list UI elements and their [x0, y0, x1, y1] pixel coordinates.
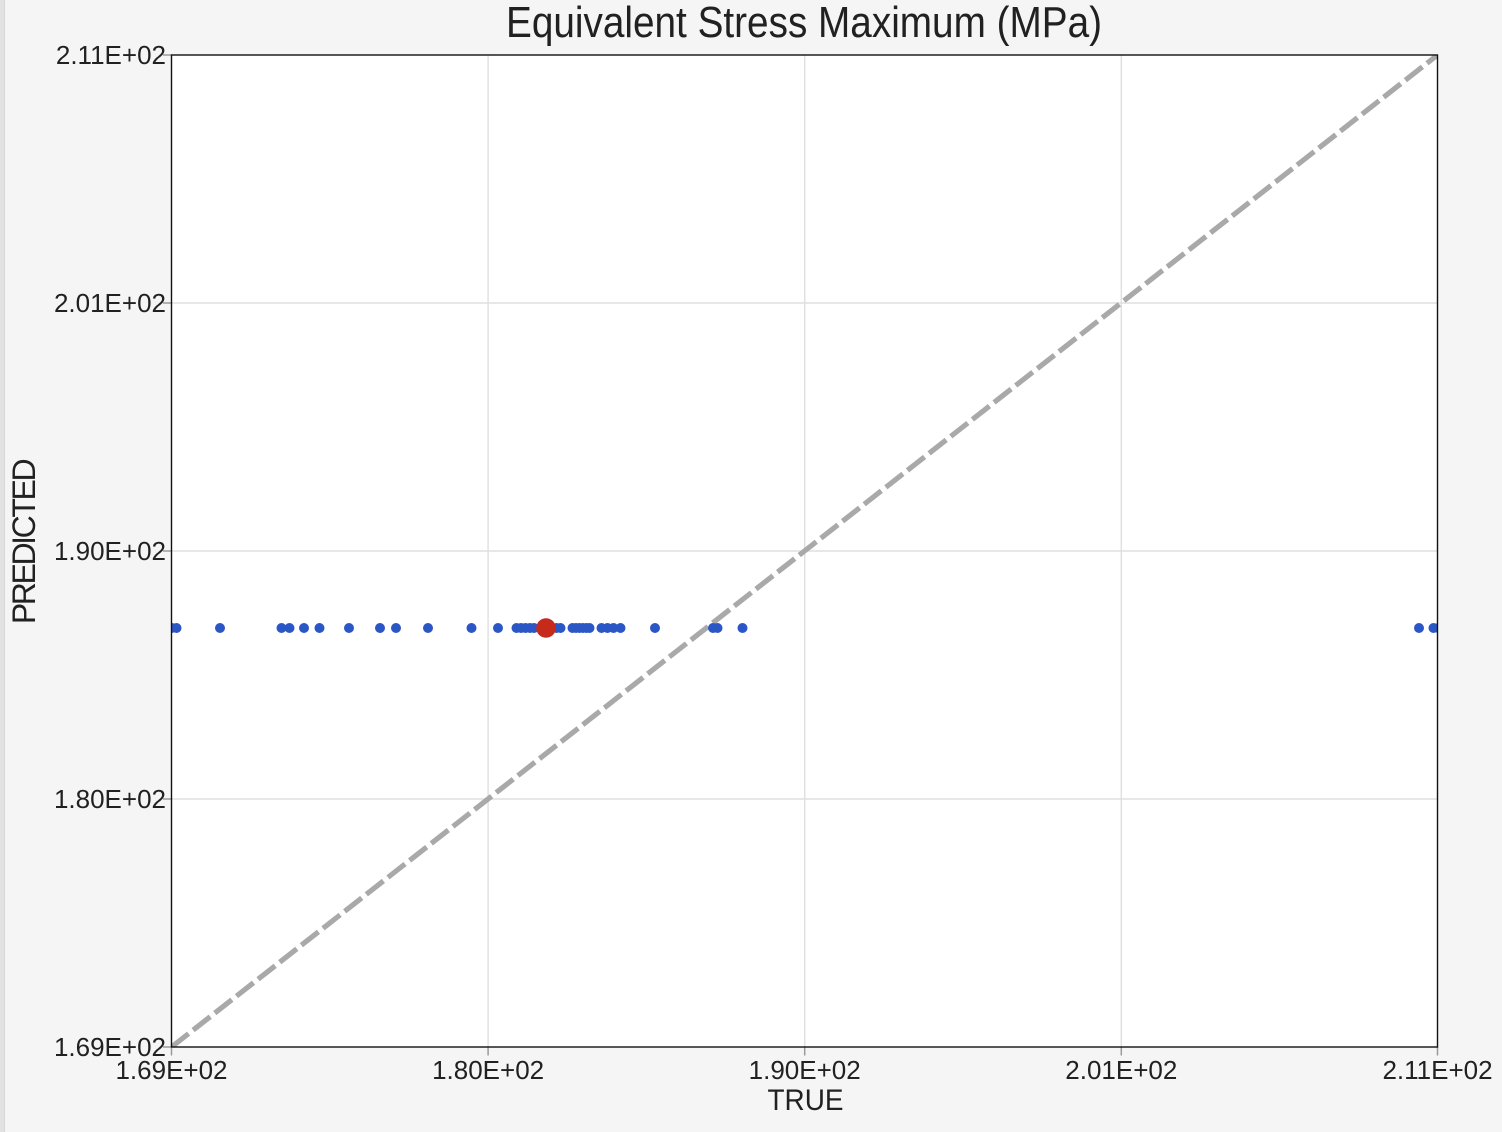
svg-text:TRUE: TRUE [768, 1084, 844, 1117]
svg-text:1.90E+02: 1.90E+02 [54, 536, 166, 566]
svg-text:1.80E+02: 1.80E+02 [432, 1055, 544, 1085]
svg-text:1.69E+02: 1.69E+02 [115, 1055, 227, 1085]
svg-text:2.01E+02: 2.01E+02 [1065, 1055, 1177, 1085]
svg-text:2.01E+02: 2.01E+02 [54, 288, 166, 318]
svg-text:2.11E+02: 2.11E+02 [1382, 1055, 1492, 1085]
svg-text:1.69E+02: 1.69E+02 [54, 1032, 166, 1062]
svg-text:1.80E+02: 1.80E+02 [54, 784, 166, 814]
svg-text:Equivalent Stress Maximum (MPa: Equivalent Stress Maximum (MPa) [506, 0, 1102, 47]
svg-text:PREDICTED: PREDICTED [6, 460, 42, 625]
svg-text:1.90E+02: 1.90E+02 [749, 1055, 861, 1085]
svg-text:2.11E+02: 2.11E+02 [56, 40, 166, 70]
